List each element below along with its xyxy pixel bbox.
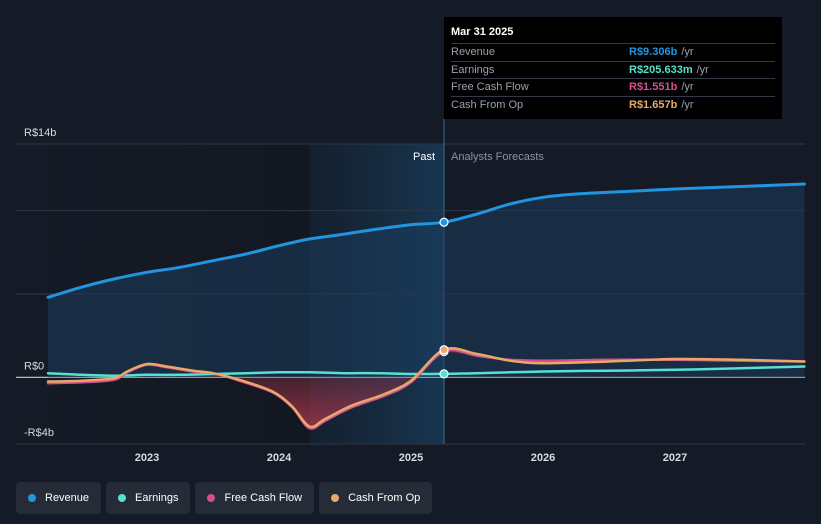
y-axis-label: R$0 <box>24 360 44 372</box>
tooltip-value: R$1.551b <box>629 81 678 93</box>
past-label: Past <box>413 151 435 163</box>
tooltip: Mar 31 2025 Revenue R$9.306b /yr Earning… <box>444 17 782 119</box>
revenue-marker <box>439 217 449 227</box>
tooltip-row-cash-from-op: Cash From Op R$1.657b /yr <box>451 95 775 114</box>
y-axis-label: R$14b <box>24 127 56 139</box>
x-tick-label: 2026 <box>531 452 555 464</box>
legend-item-earnings[interactable]: Earnings <box>106 482 191 514</box>
legend-dot-icon <box>118 494 127 502</box>
legend: Revenue Earnings Free Cash Flow Cash Fro… <box>16 482 433 514</box>
cash-from-op-marker <box>439 345 449 355</box>
legend-label: Free Cash Flow <box>224 492 303 504</box>
tooltip-value: R$9.306b <box>629 46 678 58</box>
tooltip-row-free-cash-flow: Free Cash Flow R$1.551b /yr <box>451 78 775 96</box>
earnings-line <box>46 365 806 377</box>
legend-label: Cash From Op <box>348 492 421 504</box>
tooltip-unit: /yr <box>681 98 694 111</box>
tooltip-unit: /yr <box>681 81 694 93</box>
forecast-label: Analysts Forecasts <box>451 151 544 163</box>
tooltip-value: R$1.657b <box>629 98 678 111</box>
legend-label: Revenue <box>45 492 90 504</box>
cash-from-op-line <box>46 347 806 429</box>
tooltip-label: Earnings <box>451 63 495 76</box>
tooltip-unit: /yr <box>696 63 709 76</box>
legend-dot-icon <box>331 494 340 502</box>
tooltip-date: Mar 31 2025 <box>451 26 514 38</box>
revenue-line <box>46 182 806 299</box>
tooltip-label: Revenue <box>451 46 496 58</box>
tooltip-unit: /yr <box>681 46 694 58</box>
tooltip-value: R$205.633m <box>629 63 693 76</box>
legend-dot-icon <box>207 494 216 502</box>
earnings-marker <box>439 369 449 379</box>
legend-item-free-cash-flow[interactable]: Free Cash Flow <box>195 482 315 514</box>
y-axis-label: -R$4b <box>24 427 54 439</box>
tooltip-row-revenue: Revenue R$9.306b /yr <box>451 43 775 61</box>
legend-dot-icon <box>28 494 36 502</box>
x-tick-label: 2024 <box>267 452 292 464</box>
x-tick-label: 2023 <box>135 452 159 464</box>
x-tick-label: 2027 <box>663 452 687 464</box>
revenue-area <box>48 184 805 378</box>
x-tick-label: 2025 <box>399 452 423 464</box>
tooltip-label: Free Cash Flow <box>451 81 529 93</box>
tooltip-label: Cash From Op <box>451 98 524 111</box>
legend-item-revenue[interactable]: Revenue <box>16 482 102 514</box>
legend-label: Earnings <box>135 492 179 504</box>
legend-item-cash-from-op[interactable]: Cash From Op <box>319 482 433 514</box>
tooltip-row-earnings: Earnings R$205.633m /yr <box>451 60 775 79</box>
